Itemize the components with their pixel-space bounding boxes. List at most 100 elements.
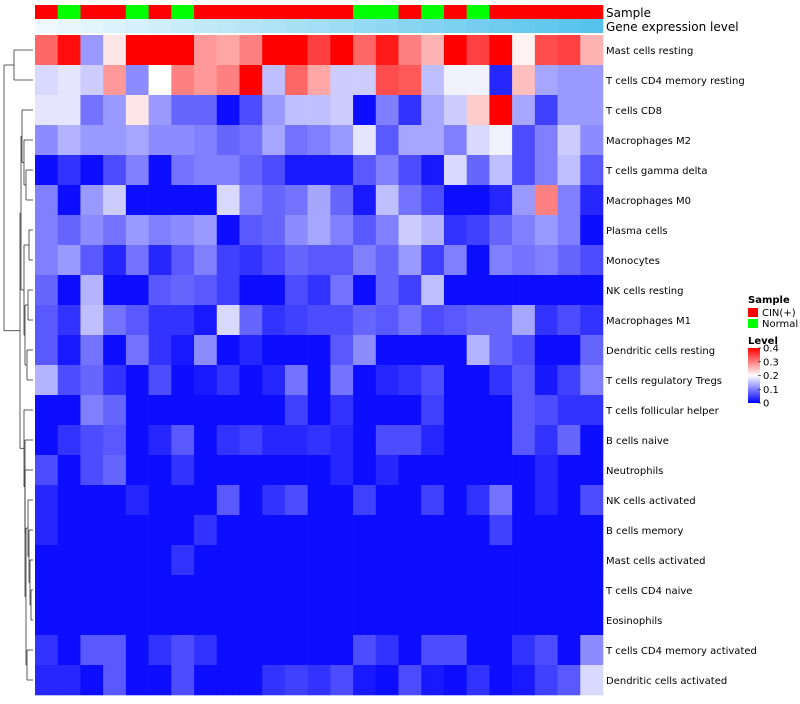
heatmap-cell xyxy=(125,635,149,666)
heatmap-cell xyxy=(557,485,581,516)
heatmap-cell xyxy=(353,605,377,636)
heatmap-cell xyxy=(262,515,286,546)
heatmap-cell xyxy=(239,65,263,96)
heatmap-cell xyxy=(239,515,263,546)
heatmap-cell xyxy=(307,155,331,186)
heatmap-cell xyxy=(103,365,127,396)
heatmap-cell xyxy=(557,515,581,546)
heatmap-cell xyxy=(35,515,59,546)
heatmap-cell xyxy=(216,155,240,186)
heatmap-cell xyxy=(103,485,127,516)
sample-annotation-cell xyxy=(284,5,308,19)
heatmap-cell xyxy=(148,155,172,186)
heatmap-cell xyxy=(353,425,377,456)
row-label: B cells naive xyxy=(606,436,669,447)
expression-annotation-cell xyxy=(557,19,581,33)
heatmap-cell xyxy=(262,275,286,306)
expression-annotation-cell xyxy=(443,19,467,33)
heatmap-cell xyxy=(353,365,377,396)
heatmap-cell xyxy=(125,425,149,456)
heatmap-cell xyxy=(489,605,513,636)
heatmap-cell xyxy=(330,605,354,636)
heatmap-cell xyxy=(466,635,490,666)
heatmap-cell xyxy=(398,605,422,636)
heatmap-cell xyxy=(489,65,513,96)
heatmap-cell xyxy=(307,635,331,666)
heatmap-cell xyxy=(534,215,558,246)
heatmap-cell xyxy=(194,455,218,486)
heatmap-cell xyxy=(262,395,286,426)
heatmap-cell xyxy=(375,575,399,606)
heatmap-cell xyxy=(512,425,536,456)
sample-annotation-cell xyxy=(534,5,558,19)
heatmap-cell xyxy=(262,605,286,636)
level-tick-label: 0 xyxy=(763,399,769,410)
heatmap-cell xyxy=(330,155,354,186)
heatmap-cell xyxy=(194,185,218,216)
heatmap-cell xyxy=(148,395,172,426)
heatmap-cell xyxy=(534,155,558,186)
heatmap-cell xyxy=(284,485,308,516)
expression-annotation-cell xyxy=(125,19,149,33)
heatmap-cell xyxy=(103,155,127,186)
heatmap-cell xyxy=(148,95,172,126)
heatmap-cell xyxy=(125,485,149,516)
heatmap-cell xyxy=(148,335,172,366)
heatmap-cell xyxy=(80,305,104,336)
heatmap-cell xyxy=(216,365,240,396)
heatmap-cell xyxy=(512,305,536,336)
heatmap-cell xyxy=(307,215,331,246)
heatmap-cell xyxy=(284,185,308,216)
heatmap-cell xyxy=(512,215,536,246)
heatmap-cell xyxy=(443,485,467,516)
heatmap-cell xyxy=(148,455,172,486)
heatmap-cell xyxy=(80,425,104,456)
heatmap-cell xyxy=(512,245,536,276)
heatmap-cell xyxy=(194,215,218,246)
heatmap-cell xyxy=(284,665,308,696)
heatmap-cell xyxy=(398,395,422,426)
heatmap-cell xyxy=(284,605,308,636)
heatmap-cell xyxy=(284,575,308,606)
heatmap-cell xyxy=(216,185,240,216)
heatmap-cell xyxy=(35,545,59,576)
heatmap-cell xyxy=(80,95,104,126)
heatmap-cell xyxy=(580,515,604,546)
heatmap-cell xyxy=(307,485,331,516)
heatmap-cell xyxy=(375,95,399,126)
heatmap-cell xyxy=(171,455,195,486)
heatmap-cell xyxy=(580,155,604,186)
heatmap-cell xyxy=(353,35,377,66)
heatmap-cell xyxy=(307,395,331,426)
heatmap-cell xyxy=(421,425,445,456)
heatmap-cell xyxy=(489,665,513,696)
heatmap-cell xyxy=(284,35,308,66)
heatmap-cell xyxy=(330,455,354,486)
heatmap-cell xyxy=(35,485,59,516)
heatmap-cell xyxy=(194,485,218,516)
row-label: Macrophages M0 xyxy=(606,196,691,207)
heatmap-cell xyxy=(125,95,149,126)
heatmap-cell xyxy=(35,185,59,216)
row-dendrogram xyxy=(3,49,33,681)
heatmap-cell xyxy=(35,665,59,696)
heatmap-cell xyxy=(262,425,286,456)
heatmap-cell xyxy=(57,155,81,186)
expression-annotation-cell xyxy=(239,19,263,33)
heatmap-cell xyxy=(375,365,399,396)
heatmap-cell xyxy=(284,215,308,246)
heatmap-cell xyxy=(57,665,81,696)
sample-annotation-cell xyxy=(35,5,59,19)
heatmap-cell xyxy=(580,665,604,696)
heatmap-cell xyxy=(534,455,558,486)
heatmap-cell xyxy=(398,245,422,276)
sample-legend-label: CIN(+) xyxy=(762,308,796,319)
heatmap-cell xyxy=(125,35,149,66)
heatmap-cell xyxy=(466,35,490,66)
heatmap-cell xyxy=(307,125,331,156)
heatmap-cell xyxy=(171,605,195,636)
heatmap-cell xyxy=(421,125,445,156)
sample-legend-swatch xyxy=(748,319,758,328)
heatmap-cell xyxy=(353,395,377,426)
heatmap-cell xyxy=(489,125,513,156)
